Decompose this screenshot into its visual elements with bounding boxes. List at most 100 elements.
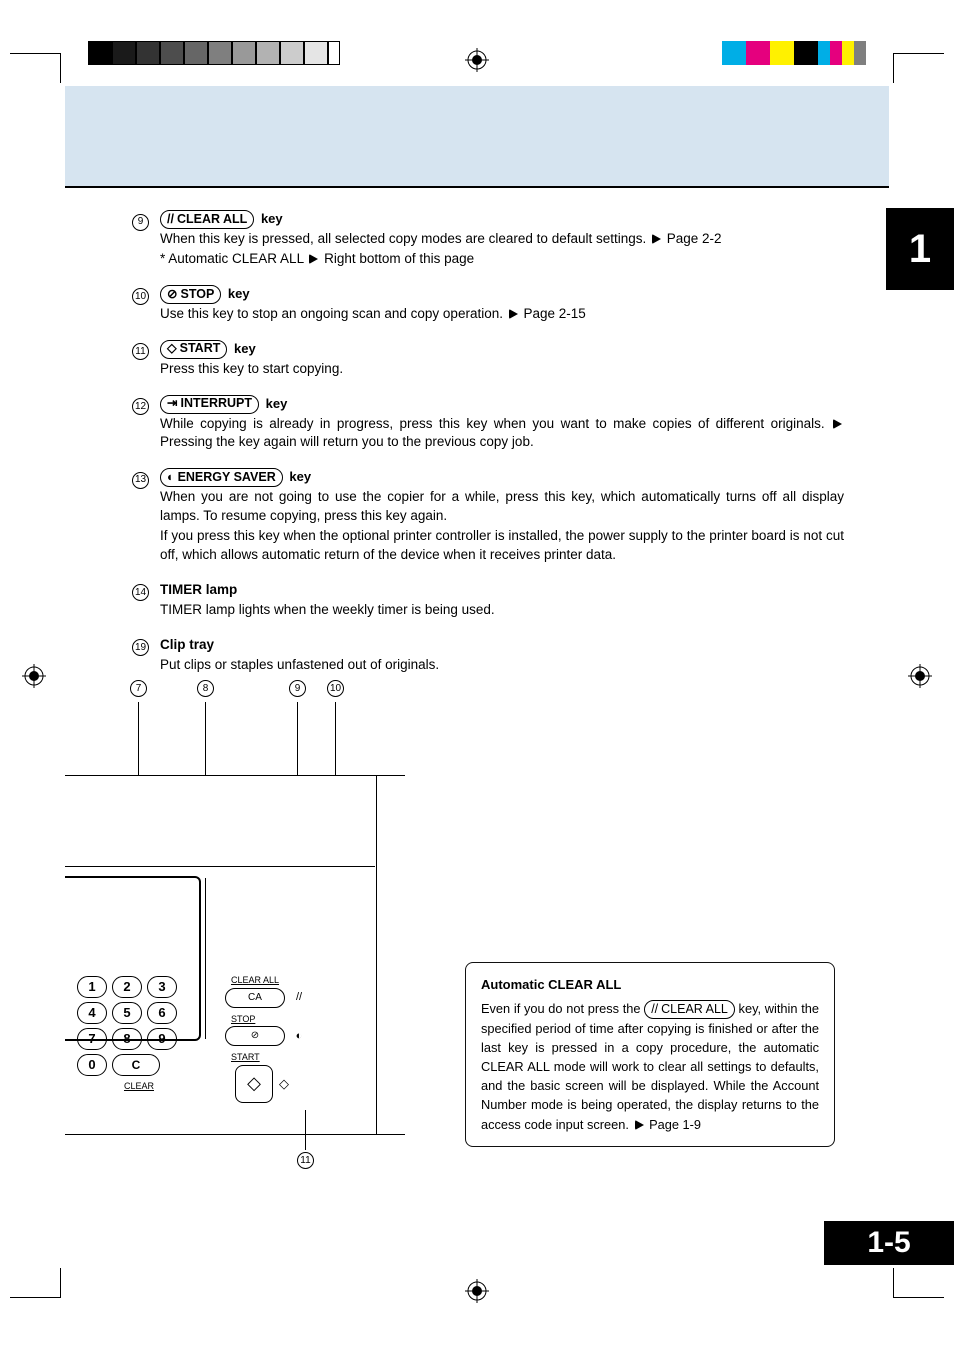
crop-mark <box>894 1297 944 1298</box>
numeric-keypad: 1234567890CCLEAR <box>77 976 207 1093</box>
header-banner <box>65 86 889 188</box>
start-icon: ◇START <box>160 340 227 359</box>
item-number-icon: 10 <box>132 288 149 305</box>
item-description: When you are not going to use the copier… <box>160 488 844 526</box>
description-item: 19 Clip tray Put clips or staples unfasten… <box>132 636 844 675</box>
registration-mark-icon <box>908 664 932 688</box>
info-callout-box: Automatic CLEAR ALL Even if you do not p… <box>465 962 835 1147</box>
item-number-icon: 19 <box>132 639 149 656</box>
diagram-callout: 11 <box>297 1152 314 1169</box>
clear-all-icon: // <box>290 991 308 1005</box>
leader-line <box>138 702 139 775</box>
item-description: TIMER lamp lights when the weekly timer … <box>160 601 844 620</box>
keypad-key: 3 <box>147 976 177 998</box>
key-label: START <box>180 340 221 358</box>
clear-all-button-text: CA <box>248 991 262 1005</box>
keypad-key: 7 <box>77 1028 107 1050</box>
leader-line <box>305 1110 306 1150</box>
item-description: While copying is already in progress, pr… <box>160 415 844 453</box>
key-label: INTERRUPT <box>180 395 252 413</box>
page-ref-arrow-icon <box>831 416 844 431</box>
start-label: START <box>225 1051 325 1064</box>
interrupt-icon: ⇥INTERRUPT <box>160 395 259 414</box>
key-label: CLEAR ALL <box>177 211 247 229</box>
page-ref-arrow-icon <box>307 251 320 266</box>
clear-all-icon: // <box>651 1000 658 1019</box>
keypad-clear-label: CLEAR <box>115 1080 163 1093</box>
stop-icon: ⊘ <box>251 1029 259 1043</box>
callout-body: Even if you do not press the //CLEAR ALL… <box>481 999 819 1134</box>
key-label: CLEAR ALL <box>661 1000 728 1019</box>
registration-mark-icon <box>465 1279 489 1303</box>
crop-mark <box>894 53 944 54</box>
item-description: When this key is pressed, all selected c… <box>160 230 844 249</box>
item-number-icon: 12 <box>132 398 149 415</box>
key-suffix: key <box>224 286 249 301</box>
crop-mark <box>10 53 60 54</box>
keypad-key: 1 <box>77 976 107 998</box>
callout-title: Automatic CLEAR ALL <box>481 975 819 995</box>
clear-all-label: CLEAR ALL <box>225 974 325 987</box>
keypad-clear-key: C <box>112 1054 160 1076</box>
start-button: ◇ <box>235 1065 273 1103</box>
item-number-icon: 11 <box>132 343 149 360</box>
stop-icon: ⊘ <box>167 286 177 304</box>
registration-mark-icon <box>22 664 46 688</box>
chapter-tab: 1 <box>886 208 954 290</box>
panel-top-edge <box>65 782 375 867</box>
key-label: STOP <box>180 286 214 304</box>
item-title: Clip tray <box>160 637 214 652</box>
description-item: 14 TIMER lamp TIMER lamp lights when the w… <box>132 581 844 620</box>
description-item: 13 ◐ENERGY SAVER key When you are not goin… <box>132 468 844 565</box>
clear-all-icon: //CLEAR ALL <box>160 210 254 229</box>
interrupt-icon: ⇥ <box>167 395 177 413</box>
control-column: CLEAR ALL CA // STOP ⊘ ◐ START ◇ <box>225 974 325 1103</box>
stop-icon: ⊘STOP <box>160 285 221 304</box>
diagram-callout: 8 <box>197 680 214 697</box>
start-side-icon: ◇ <box>279 1075 289 1093</box>
crop-mark <box>893 53 894 83</box>
keypad-key: 9 <box>147 1028 177 1050</box>
diagram-callout: 10 <box>327 680 344 697</box>
description-item: 12⇥INTERRUPT keyWhile copying is already… <box>132 395 844 453</box>
page-ref-arrow-icon <box>650 231 663 246</box>
page-ref-arrow-icon <box>633 1117 646 1132</box>
item-title: TIMER lamp <box>160 582 237 597</box>
keypad-key: 6 <box>147 1002 177 1024</box>
energy-saver-icon: ◐ <box>290 1029 308 1043</box>
energy-saver-icon: ◐ENERGY SAVER <box>160 468 283 487</box>
content-area: 9 //CLEAR ALL key When this key is pressed… <box>132 210 844 690</box>
key-suffix: key <box>230 341 255 356</box>
keypad-key: 5 <box>112 1002 142 1024</box>
item-number-icon: 13 <box>132 472 149 489</box>
page-number: 1-5 <box>867 1222 910 1264</box>
panel-outline: 1234567890CCLEAR CLEAR ALL CA // STOP ⊘ … <box>65 775 405 1135</box>
description-item: 9 //CLEAR ALL key When this key is pressed… <box>132 210 844 269</box>
clear-all-button: CA // <box>225 988 285 1008</box>
item-number-icon: 14 <box>132 584 149 601</box>
keypad-key: 4 <box>77 1002 107 1024</box>
item-description: If you press this key when the optional … <box>160 527 844 565</box>
color-strip <box>722 41 866 65</box>
control-panel-diagram: 78910 1234567890CCLEAR CLEAR ALL CA // S… <box>65 680 405 1180</box>
key-suffix: key <box>257 211 282 226</box>
page-number-tab: 1-5 <box>824 1221 954 1265</box>
crop-mark <box>60 1268 61 1298</box>
keypad-key: 2 <box>112 976 142 998</box>
item-description: * Automatic CLEAR ALL Right bottom of th… <box>160 250 844 269</box>
energy-saver-icon: ◐ <box>167 469 175 487</box>
key-suffix: key <box>286 469 311 484</box>
stop-button: ⊘ ◐ <box>225 1026 285 1046</box>
clear-all-key-inline: //CLEAR ALL <box>644 1000 735 1019</box>
item-description: Use this key to stop an ongoing scan and… <box>160 305 844 324</box>
crop-mark <box>60 53 61 83</box>
stop-label: STOP <box>225 1013 325 1026</box>
item-description: Put clips or staples unfastened out of o… <box>160 656 844 675</box>
registration-mark-icon <box>465 48 489 72</box>
item-number-icon: 9 <box>132 214 149 231</box>
keypad-key: 0 <box>77 1054 107 1076</box>
key-label: ENERGY SAVER <box>178 469 276 487</box>
crop-mark <box>893 1268 894 1298</box>
diagram-callout: 9 <box>289 680 306 697</box>
description-item: 10 ⊘STOP key Use this key to stop an ongoi… <box>132 285 844 324</box>
